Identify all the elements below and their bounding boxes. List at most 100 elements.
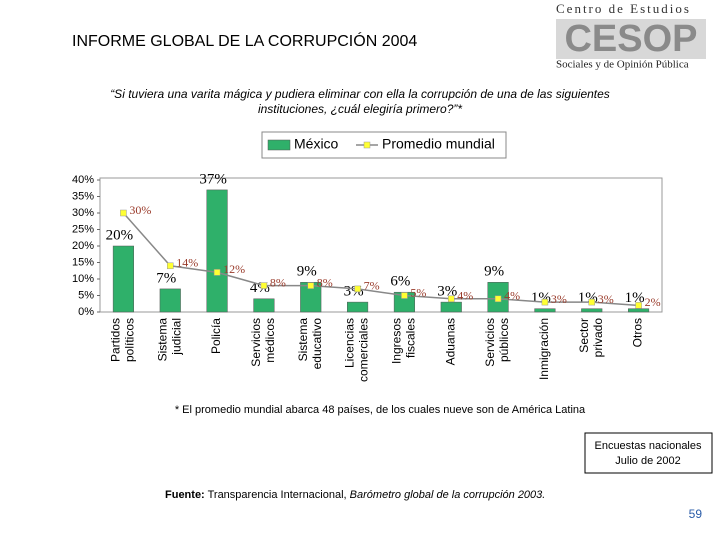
note-line: Julio de 2002 bbox=[615, 455, 680, 467]
line-marker bbox=[213, 269, 221, 276]
x-tick-line: Servicios bbox=[249, 318, 263, 367]
bar bbox=[159, 288, 181, 313]
bar-label: 9% bbox=[484, 264, 504, 280]
line-marker bbox=[307, 282, 314, 289]
x-tick-line: políticos bbox=[123, 318, 137, 362]
x-tick-line: Otros bbox=[631, 318, 645, 347]
logo-bottom: Sociales y de Opinión Pública bbox=[556, 59, 689, 71]
y-tick-label: 20% bbox=[72, 240, 94, 252]
source-italic: Barómetro global de la corrupción 2003. bbox=[350, 489, 546, 501]
y-tick-label: 40% bbox=[72, 174, 94, 186]
x-tick-line: públicos bbox=[497, 318, 511, 362]
bar bbox=[440, 301, 462, 313]
line-label: 3% bbox=[598, 292, 614, 306]
line-label: 2% bbox=[645, 295, 661, 309]
line-label: 4% bbox=[504, 289, 520, 303]
question: instituciones, ¿cuál elegiría primero?”* bbox=[258, 102, 462, 116]
x-tick-label: Otros bbox=[631, 318, 645, 347]
question: “Si tuviera una varita mágica y pudiera … bbox=[110, 87, 610, 101]
x-tick-line: judicial bbox=[169, 318, 183, 356]
y-tick-label: 35% bbox=[72, 190, 94, 202]
x-tick-line: Aduanas bbox=[443, 318, 457, 365]
x-tick-line: Inmigración bbox=[537, 318, 551, 380]
bar-label: 20% bbox=[106, 227, 134, 243]
bar bbox=[534, 308, 556, 313]
source-text: Transparencia Internacional, bbox=[208, 489, 347, 501]
line-label: 12% bbox=[223, 262, 245, 276]
line-label: 14% bbox=[176, 256, 198, 270]
line-marker bbox=[354, 285, 361, 293]
line-label: 5% bbox=[410, 285, 426, 299]
x-tick-label: Aduanas bbox=[443, 318, 457, 365]
bar bbox=[253, 298, 275, 313]
logo-bg bbox=[556, 19, 706, 59]
chart: 0% 5% 10% 15% 20% 25% 30% 35% 40% Partidospolític… bbox=[72, 171, 661, 382]
x-tick-line: comerciales bbox=[357, 318, 371, 382]
bar-label: 6% bbox=[390, 274, 410, 290]
x-tick-label: Serviciospúblicos bbox=[483, 318, 511, 367]
legend-label: Promedio mundial bbox=[382, 136, 495, 152]
line-label: 7% bbox=[364, 279, 380, 293]
note-box bbox=[584, 432, 713, 474]
line-label: 30% bbox=[129, 203, 151, 217]
x-tick-label: Licenciascomerciales bbox=[343, 318, 371, 382]
line-marker bbox=[448, 295, 455, 303]
line-marker bbox=[120, 209, 127, 217]
x-tick-line: Sector bbox=[577, 318, 591, 353]
legend: México Promedio mundial bbox=[261, 131, 507, 159]
bar bbox=[300, 282, 322, 313]
y-tick-label: 5% bbox=[78, 289, 94, 301]
x-tick-label: Serviciosmédicos bbox=[249, 318, 277, 367]
x-tick-label: Sectorprivado bbox=[577, 318, 605, 358]
y-tick-label: 30% bbox=[72, 207, 94, 219]
x-tick-line: Licencias bbox=[343, 318, 357, 368]
logo-main: CESOP bbox=[564, 18, 697, 60]
line-marker bbox=[588, 298, 595, 306]
x-tick-line: privado bbox=[591, 318, 605, 358]
x-tick-line: fiscales bbox=[404, 318, 418, 358]
plot-area bbox=[99, 177, 663, 313]
x-tick-label: Policía bbox=[209, 318, 223, 354]
source-label: Fuente: bbox=[165, 489, 205, 501]
y-tick-label: 25% bbox=[72, 223, 94, 235]
bar bbox=[112, 245, 134, 313]
title: INFORME GLOBAL DE LA CORRUPCIÓN 2004 bbox=[72, 31, 417, 50]
bar bbox=[206, 189, 228, 313]
x-tick-label: Ingresosfiscales bbox=[390, 318, 418, 364]
x-tick-line: Sistema bbox=[155, 318, 169, 362]
line-label: 8% bbox=[317, 275, 333, 289]
x-tick-label: Partidospolíticos bbox=[109, 318, 137, 362]
legend-box bbox=[261, 131, 507, 159]
x-tick-line: Ingresos bbox=[390, 318, 404, 364]
y-tick-label: 10% bbox=[72, 273, 94, 285]
bar-label: 3% bbox=[437, 284, 457, 300]
legend-label: México bbox=[294, 136, 339, 152]
line-marker bbox=[167, 262, 174, 270]
x-tick-label: Sistemaeducativo bbox=[296, 318, 324, 370]
note-line: Encuestas nacionales bbox=[594, 440, 702, 452]
y-tick-label: 0% bbox=[78, 306, 94, 318]
x-tick-line: Policía bbox=[209, 318, 223, 354]
y-tick-label: 15% bbox=[72, 256, 94, 268]
bar-label: 1% bbox=[625, 290, 645, 306]
line-label: 4% bbox=[457, 289, 473, 303]
page-number: 59 bbox=[689, 507, 703, 521]
line-marker bbox=[401, 292, 408, 299]
source: Fuente: Transparencia Internacional, Bar… bbox=[165, 489, 545, 501]
x-tick-label: Inmigración bbox=[537, 318, 551, 380]
bar-label: 9% bbox=[297, 264, 317, 280]
line-marker bbox=[260, 282, 268, 289]
x-tick-line: Servicios bbox=[483, 318, 497, 367]
logo: Centro de Estudios CESOP Sociales y de O… bbox=[556, 1, 706, 71]
line-marker bbox=[494, 295, 502, 303]
legend-marker bbox=[363, 141, 371, 149]
legend-swatch bbox=[267, 139, 291, 151]
bar bbox=[581, 308, 603, 313]
x-tick-line: educativo bbox=[310, 318, 324, 370]
line bbox=[122, 212, 639, 307]
footnote: * El promedio mundial abarca 48 países, … bbox=[175, 404, 586, 416]
x-tick-label: Sistemajudicial bbox=[155, 318, 183, 362]
logo-top: Centro de Estudios bbox=[556, 1, 691, 16]
bar-label: 37% bbox=[199, 171, 227, 187]
